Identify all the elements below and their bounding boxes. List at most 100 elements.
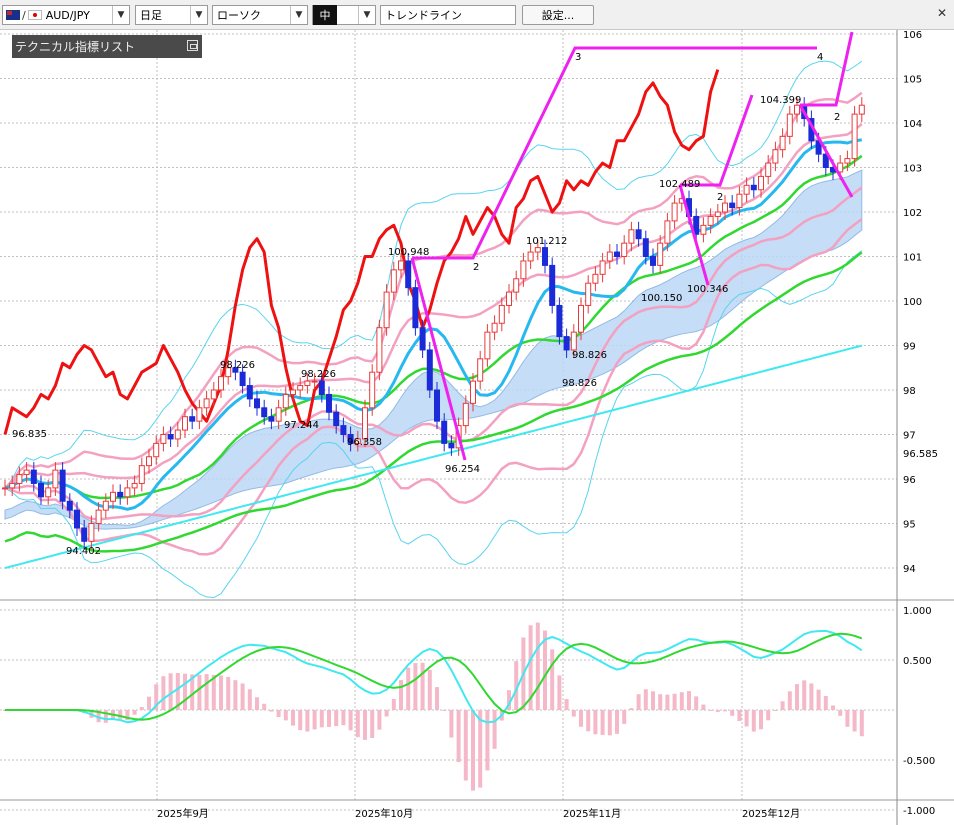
y-tick-label: 99 (903, 342, 916, 353)
macd-histogram-bar (629, 708, 634, 710)
candle-body (786, 113, 793, 137)
macd-histogram-bar (175, 672, 180, 710)
macd-histogram-bar (658, 694, 663, 710)
current-price-label: 96.585 (903, 449, 938, 460)
macd-histogram-bar (298, 710, 303, 731)
settings-button[interactable]: 設定... (522, 5, 594, 25)
macd-histogram-bar (766, 710, 771, 721)
chevron-down-icon[interactable]: ▼ (290, 6, 307, 24)
macd-histogram-bar (197, 674, 202, 710)
macd-histogram-bar (773, 710, 778, 711)
candle-body (412, 287, 419, 329)
bollinger-upper-band (4, 60, 863, 489)
macd-histogram-bar (190, 674, 195, 710)
symbol-select[interactable]: / AUD/JPY ▼ (2, 5, 130, 25)
candle-body (635, 229, 642, 240)
candle-body (182, 416, 188, 431)
indicator-list-panel[interactable]: テクニカル指標リスト (12, 35, 202, 58)
close-icon[interactable]: ✕ (937, 6, 948, 20)
candle-body (398, 260, 404, 271)
y-tick-label: 101 (903, 253, 922, 264)
chart-style-select[interactable]: ローソク ▼ (212, 5, 308, 25)
candle-body (347, 434, 354, 444)
wave-label: 2 (473, 262, 479, 273)
timeframe-select[interactable]: 日足 ▼ (135, 5, 208, 25)
macd-histogram-bar (463, 710, 468, 781)
drawing-tool-value: トレンドライン (385, 9, 462, 22)
candle-body (225, 367, 232, 378)
candle-body (506, 291, 512, 306)
macd-histogram-bar (96, 710, 101, 723)
candle-body (534, 247, 541, 253)
drawing-tool-select[interactable]: トレンドライン (380, 5, 516, 25)
candle-body (419, 327, 426, 351)
macd-histogram-bar (240, 683, 245, 710)
wave-trendline (412, 46, 817, 260)
macd-histogram-bar (838, 710, 843, 716)
timeframe-value: 日足 (140, 9, 162, 22)
chevron-down-icon[interactable]: ▼ (358, 6, 375, 24)
candle-body (779, 135, 786, 151)
macd-histogram-bar (780, 701, 785, 710)
candle-body (462, 402, 469, 427)
macd-histogram-bar (211, 674, 216, 710)
y-tick-label: 104 (903, 119, 922, 130)
candlesticks (2, 97, 865, 550)
candle-body (599, 260, 606, 275)
macd-histogram-bar (816, 689, 821, 710)
chevron-down-icon[interactable]: ▼ (112, 6, 129, 24)
candle-body (304, 380, 311, 387)
ichimoku-cloud (4, 169, 863, 530)
candle-body (693, 215, 700, 235)
macd-histogram-bar (557, 675, 562, 710)
macd-histogram-bar (802, 680, 807, 710)
macd-histogram-bar (579, 710, 583, 727)
wave-label: 4 (817, 52, 823, 63)
price-annotation: 96.358 (347, 437, 382, 448)
candle-body (74, 509, 80, 529)
price-annotation: 101.212 (526, 236, 567, 247)
macd-y-tick-label: 1.000 (903, 606, 932, 617)
macd-histogram-bar (161, 676, 166, 710)
candle-body (736, 193, 743, 209)
chevron-down-icon[interactable]: ▼ (190, 6, 207, 24)
candle-body (45, 487, 52, 498)
candle-body (614, 251, 620, 258)
candle-body (513, 278, 520, 293)
macd-histogram-bar (708, 709, 713, 711)
candle-body (268, 416, 275, 422)
macd-histogram-bar (852, 710, 857, 732)
price-annotation: 98.226 (220, 360, 255, 371)
wave-lines: 2 3 2 4 2 (410, 31, 854, 461)
price-annotation: 96.835 (12, 429, 47, 440)
price-annotation: 104.399 (760, 95, 801, 106)
candle-body (434, 389, 440, 422)
candle-body (66, 500, 73, 511)
candle-body (297, 385, 304, 391)
candle-body (95, 509, 102, 524)
price-annotation: 94.402 (66, 546, 101, 557)
macd-histogram-bar (233, 680, 238, 710)
long-trend-line (4, 344, 863, 569)
macd-histogram-bar (183, 673, 187, 710)
y-tick-label: 97 (903, 431, 916, 442)
macd-histogram-bar (859, 710, 864, 737)
au-flag-icon (6, 10, 20, 20)
candle-body (2, 487, 8, 490)
macd-histogram-bar (312, 710, 317, 730)
macd-histogram-bar (139, 707, 144, 710)
y-tick-label: 95 (903, 520, 916, 531)
macd-histogram-bar (471, 710, 475, 791)
wave-trendline (678, 184, 710, 286)
candle-body (376, 327, 383, 373)
candle-body (650, 256, 656, 266)
macd-histogram-bar (701, 704, 706, 710)
macd-histogram-bar (327, 710, 331, 727)
macd-histogram-bar (730, 710, 735, 716)
candle-body (484, 331, 491, 360)
candle-body (426, 349, 433, 391)
macd-histogram-bar (593, 710, 598, 735)
restore-icon[interactable] (187, 40, 198, 51)
candle-body (750, 184, 757, 191)
